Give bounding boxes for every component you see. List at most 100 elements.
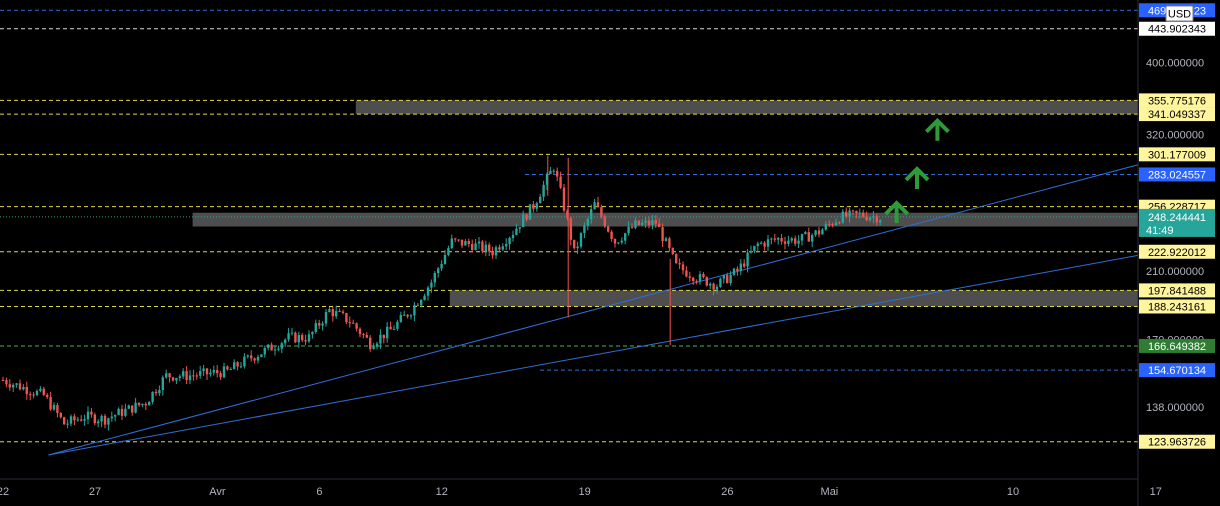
candle-body	[188, 375, 192, 381]
candle-body	[539, 196, 542, 204]
candle-body	[399, 315, 402, 322]
candle-body	[607, 226, 610, 232]
candle-body	[151, 391, 154, 402]
candle-body	[783, 241, 787, 244]
candle-body	[420, 299, 423, 306]
candle-body	[868, 217, 872, 221]
candle-body	[464, 240, 467, 246]
candle-body	[732, 268, 736, 275]
candle-body	[216, 370, 219, 374]
candle-body	[511, 234, 515, 238]
candle-body	[195, 375, 198, 377]
candle-body	[12, 384, 15, 388]
candle-body	[413, 305, 416, 316]
candle-body	[858, 212, 861, 214]
candle-body	[569, 218, 572, 240]
candle-body	[253, 358, 256, 361]
candle-body	[338, 311, 341, 313]
candle-body	[321, 323, 324, 326]
candle-body	[433, 273, 436, 283]
candle-body	[396, 321, 399, 329]
candle-body	[766, 239, 770, 247]
time-tick-label: 27	[89, 486, 101, 498]
candle-body	[403, 314, 406, 316]
candle-body	[821, 229, 824, 235]
up-arrow-icon[interactable]	[904, 166, 930, 189]
candle-body	[263, 348, 266, 355]
candle-body	[760, 242, 763, 244]
candle-body	[42, 388, 45, 395]
candle-body	[49, 396, 52, 410]
candle-body	[131, 405, 134, 413]
candle-body	[233, 362, 236, 370]
zone-rect[interactable]	[192, 212, 1207, 227]
zone-rect[interactable]	[355, 100, 1220, 115]
candle-body	[426, 287, 430, 296]
candle-body	[508, 237, 511, 245]
candle-body	[182, 371, 185, 377]
price-lines-layer	[0, 9, 1138, 443]
candle-body	[199, 371, 202, 376]
candle-body	[545, 174, 549, 185]
price-tag	[1139, 21, 1215, 36]
candle-body	[862, 212, 865, 217]
trendline[interactable]	[48, 115, 1220, 456]
candle-body	[372, 346, 375, 350]
candle-body	[273, 349, 277, 351]
time-tick-label: 6	[316, 486, 322, 498]
candle-body	[715, 286, 719, 290]
candle-body	[22, 386, 25, 390]
candle-body	[647, 220, 651, 226]
candle-body	[467, 240, 470, 245]
candle-body	[838, 222, 841, 224]
candle-body	[430, 282, 433, 288]
candle-body	[634, 220, 637, 228]
candle-body	[681, 264, 685, 271]
candle-body	[144, 403, 147, 406]
candle-body	[294, 332, 297, 343]
currency-badge[interactable]: USD	[1165, 5, 1194, 22]
candle-body	[212, 370, 215, 373]
candle-body	[1, 380, 5, 382]
price-tag-label: 355.775176	[1148, 95, 1206, 107]
zone-rect[interactable]	[449, 290, 1207, 307]
candle-body	[600, 207, 603, 217]
trendline[interactable]	[48, 221, 1220, 456]
candle-body	[705, 276, 708, 286]
price-tag	[1139, 147, 1215, 162]
candle-body	[617, 242, 620, 244]
candle-body	[726, 275, 729, 284]
candle-body	[573, 239, 576, 249]
candle-body	[872, 216, 875, 218]
candle-body	[219, 373, 222, 378]
candle-body	[610, 231, 613, 239]
candle-body	[229, 369, 232, 371]
candle-body	[83, 419, 86, 421]
candle-body	[722, 275, 725, 279]
price-tag-label: 341.049337	[1148, 109, 1206, 121]
price-tag-label: 166.649382	[1148, 341, 1206, 353]
trendlines-layer[interactable]	[48, 115, 1220, 456]
candle-body	[668, 238, 671, 248]
candle-body	[304, 340, 307, 342]
candle-body	[409, 315, 413, 317]
up-arrow-icon[interactable]	[884, 200, 910, 224]
candle-body	[440, 263, 443, 269]
candle-body	[171, 377, 175, 381]
arrows-layer[interactable]	[884, 117, 950, 224]
candle-body	[246, 355, 249, 357]
up-arrow-icon[interactable]	[924, 117, 950, 141]
candle-body	[379, 334, 382, 344]
candle-body	[450, 238, 453, 249]
candle-body	[256, 356, 260, 361]
candle-body	[501, 246, 504, 250]
candle-body	[528, 204, 532, 220]
candle-body	[307, 334, 311, 342]
candle-body	[8, 384, 11, 388]
candle-body	[613, 238, 617, 244]
candle-body	[103, 415, 107, 425]
candle-body	[712, 283, 715, 290]
candle-body	[675, 254, 678, 264]
candle-body	[314, 323, 317, 332]
